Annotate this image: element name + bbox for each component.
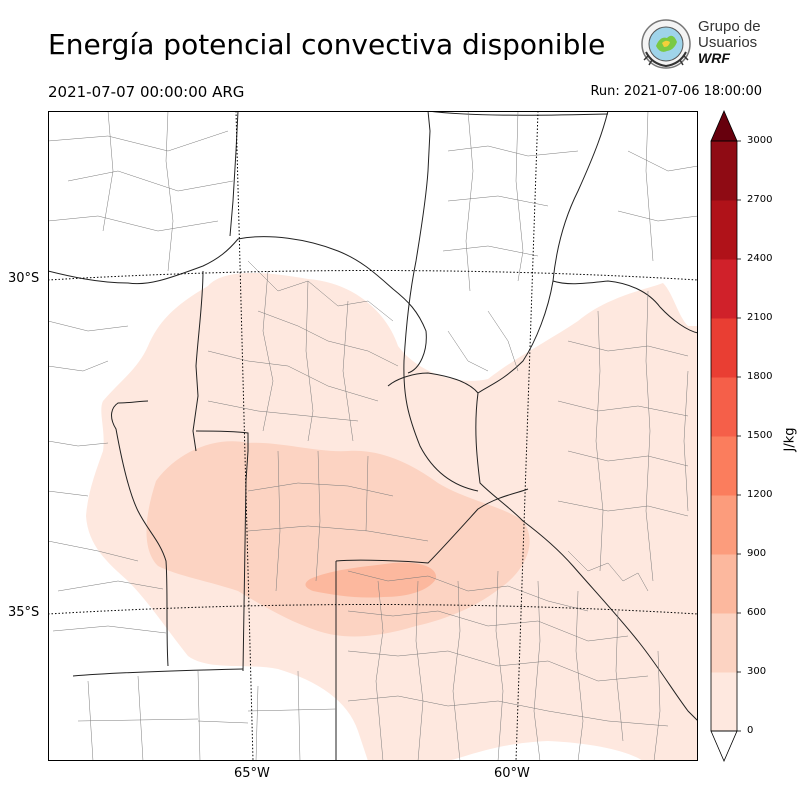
colorbar-tick-label: 2100 [747,312,773,323]
cape-field-300-600 [146,441,530,637]
province-borders [48,111,698,761]
colorbar-bin-7 [711,259,737,319]
run-time: Run: 2021-07-06 18:00:00 [590,84,762,99]
graticule [48,111,698,761]
colorbar-extend-min [710,730,738,763]
colorbar-bin-4 [711,436,737,496]
colorbar-tick-label: 1200 [747,489,773,500]
colorbar-tick-label: 900 [747,548,767,559]
lat-label-30s: 30°S [8,271,40,286]
colorbar-bin-3 [711,495,737,555]
logo-line1: Grupo de [698,18,761,35]
cape-field-600-900 [305,562,437,598]
colorbar-tick-label: 3000 [747,135,773,146]
colorbar-tick-label: 2700 [747,194,773,205]
lon-label-60w: 60°W [494,766,530,781]
logo-line3: WRF [698,50,730,66]
colorbar-tick-label: 0 [747,725,754,736]
colorbar-tick-label: 2400 [747,253,773,264]
lat-label-35s: 35°S [8,605,40,620]
logo-line2: Usuarios [698,34,758,51]
department-borders [48,111,698,761]
colorbar-bin-1 [711,613,737,673]
valid-time: 2021-07-07 00:00:00 ARG [48,83,245,101]
colorbar-bin-5 [711,377,737,437]
chart-title: Energía potencial convectiva disponible [48,28,606,61]
colorbar [710,109,741,763]
logo-seal-icon [641,19,691,69]
colorbar-bin-2 [711,554,737,614]
colorbar-extend-max [710,109,738,142]
colorbar-tick-label: 1500 [747,430,773,441]
colorbar-bin-0 [711,672,737,732]
colorbar-tick-label: 600 [747,607,767,618]
colorbar-tick-label: 300 [747,666,767,677]
colorbar-bin-8 [711,200,737,260]
cape-map [48,111,698,761]
colorbar-bin-9 [711,141,737,201]
colorbar-bin-6 [711,318,737,378]
colorbar-tick-label: 1800 [747,371,773,382]
wrf-logo: Grupo de Usuarios WRF [638,16,768,72]
colorbar-unit-label: J/kg [782,427,798,452]
lon-label-65w: 65°W [234,766,270,781]
